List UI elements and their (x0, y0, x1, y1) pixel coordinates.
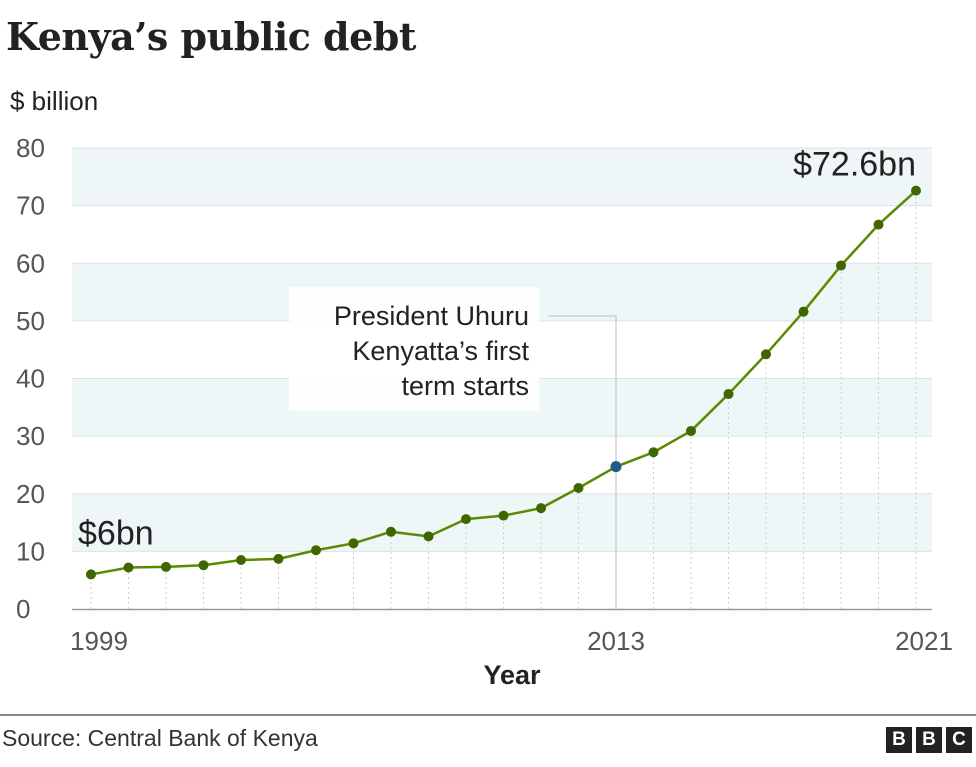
line-chart: 0 10 20 30 40 50 60 70 80 1999 2013 2021 Year Pres… (16, 133, 953, 690)
data-point (348, 538, 359, 549)
data-point (723, 389, 734, 400)
data-point (273, 553, 284, 564)
data-point (761, 349, 771, 360)
data-point (911, 185, 921, 196)
y-tick-label: 0 (16, 594, 30, 624)
annotation-text: Kenyatta’s first (352, 336, 529, 366)
annotation-callout: President Uhuru Kenyatta’s first term star… (289, 287, 617, 467)
y-tick-label: 40 (16, 364, 45, 394)
logo-letter: B (886, 727, 912, 753)
data-point (536, 503, 546, 514)
data-point (873, 219, 884, 230)
annotation-text: President Uhuru (334, 301, 529, 331)
logo-letter: B (916, 727, 942, 753)
data-point (386, 526, 396, 537)
chart-title: Kenya’s public debt (6, 14, 416, 59)
data-point (198, 560, 209, 571)
x-axis-label: Year (483, 660, 541, 690)
annotation-background (289, 287, 539, 411)
grid-band (72, 148, 932, 206)
value-labels: $6bn $72.6bn (78, 146, 916, 553)
data-points (86, 185, 921, 580)
annotation-text: term starts (401, 371, 529, 401)
y-axis-label: $ billion (10, 86, 99, 116)
grid-band (72, 493, 932, 552)
y-tick-label: 30 (16, 421, 45, 451)
y-tick-label: 10 (16, 536, 45, 566)
y-tick-label: 50 (16, 306, 45, 336)
data-point (86, 569, 96, 580)
start-value-label: $6bn (78, 514, 154, 552)
data-point (236, 555, 246, 566)
data-point (123, 562, 134, 573)
data-point (311, 545, 321, 556)
data-point (648, 447, 659, 458)
vertical-guides (90, 190, 917, 609)
bbc-logo: B B C (886, 727, 972, 753)
y-tick-label: 80 (16, 133, 45, 163)
y-tick-label: 70 (16, 191, 45, 221)
annotation-leader (548, 315, 617, 467)
x-tick-label: 2013 (587, 626, 645, 656)
y-tick-label: 60 (16, 248, 45, 278)
end-value-label: $72.6bn (793, 146, 916, 184)
data-point (423, 531, 434, 542)
data-point (161, 561, 171, 572)
y-tick-label: 20 (16, 479, 45, 509)
x-tick-labels: 1999 2013 2021 (70, 626, 953, 656)
data-point (461, 514, 471, 525)
highlight-point (610, 461, 622, 473)
data-point (798, 306, 809, 317)
x-tick-label: 1999 (70, 626, 128, 656)
source-note: Source: Central Bank of Kenya (2, 725, 318, 751)
logo-letter: C (946, 727, 972, 753)
data-point (686, 425, 696, 436)
data-point (573, 482, 584, 493)
x-tick-label: 2021 (895, 626, 953, 656)
y-tick-labels: 0 10 20 30 40 50 60 70 80 (16, 133, 45, 624)
footer-divider (0, 714, 976, 716)
data-point (498, 510, 509, 521)
data-point (836, 260, 846, 271)
